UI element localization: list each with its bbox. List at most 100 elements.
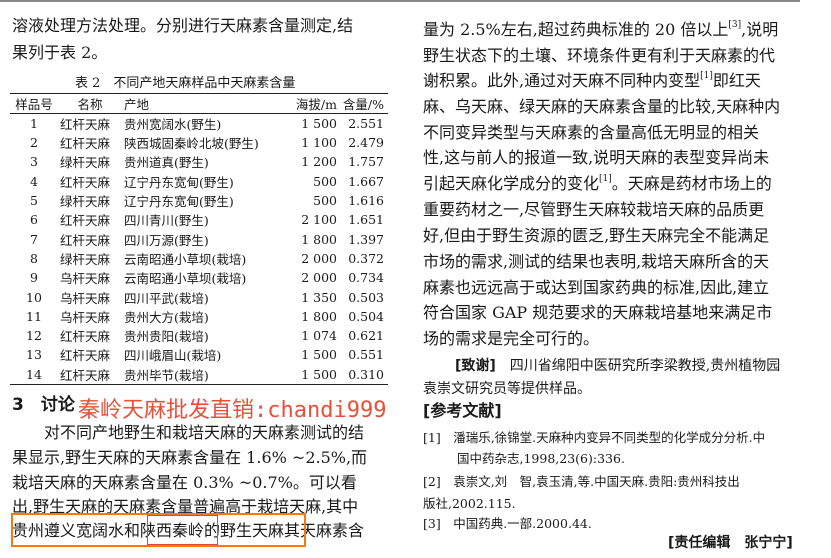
table-cell: 贵州贵阳(栽培) — [124, 329, 209, 345]
table-cell: 1 074 — [301, 328, 337, 344]
table-row: 11 乌杆天麻 贵州大方(栽培) 1 800 0.504 — [10, 307, 388, 326]
table-cell: 1.757 — [348, 154, 384, 170]
table-row: 14 红杆天麻 贵州毕节(栽培) 1 500 0.310 — [10, 365, 388, 385]
table-cell: 1.651 — [348, 212, 384, 228]
table-cell: 1 200 — [301, 154, 337, 170]
table-cell: 1.397 — [348, 231, 384, 247]
references-heading: [参考文献] — [423, 401, 502, 420]
table-cell: 四川峨眉山(栽培) — [124, 348, 222, 364]
table-row: 3 绿杆天麻 贵州道真(野生) 1 200 1.757 — [10, 152, 388, 171]
table-cell: 7 — [30, 231, 38, 247]
watermark: 秦岭天麻批发直销:chandi999 — [78, 398, 387, 423]
table-row: 12 红杆天麻 贵州贵阳(栽培) 1 074 0.621 — [10, 326, 388, 345]
reference-item: 版社,2002.115. — [423, 496, 516, 511]
intro-line: 溶液处理方法处理。分别进行天麻素含量测定,结 — [12, 16, 354, 35]
editor-credit: [责任编辑 张宁宁] — [668, 535, 793, 551]
table-row: 4 红杆天麻 辽宁丹东宽甸(野生) 500 1.667 — [10, 172, 388, 191]
table-row: 1 红杆天麻 贵州宽阔水(野生) 1 500 2.551 — [10, 114, 388, 134]
table-cell: 贵州宽阔水(野生) — [124, 117, 222, 132]
table-cell: 红杆天麻 — [60, 213, 111, 229]
table-cell: 红杆天麻 — [60, 329, 111, 345]
table-cell: 13 — [26, 347, 42, 363]
table-row: 13 红杆天麻 四川峨眉山(栽培) 1 500 0.551 — [10, 345, 388, 364]
body-line: 场的需求是完全可行的。 — [423, 329, 600, 348]
table-cell: 云南昭通小草坝(栽培) — [124, 251, 247, 267]
table-cell: 1 500 — [301, 366, 337, 382]
page-top-rule — [0, 0, 800, 2]
col-header: 样品号 — [10, 93, 58, 114]
table-cell: 3 — [30, 154, 38, 170]
table-cell: 10 — [26, 289, 42, 305]
table-cell: 6 — [30, 212, 38, 228]
table-cell: 辽宁丹东宽甸(野生) — [124, 174, 234, 190]
discussion-line: 果显示,野生天麻的天麻素含量在 1.6% ~2.5%,而 — [12, 448, 368, 467]
table-cell: 红杆天麻 — [60, 232, 111, 248]
section-heading: 3 讨论 — [12, 395, 75, 415]
reference-item: 国中药杂志,1998,23(6):336. — [457, 451, 625, 466]
table-cell: 0.372 — [348, 250, 384, 266]
table-row: 5 绿杆天麻 辽宁丹东宽甸(野生) 500 1.616 — [10, 191, 388, 210]
table-cell: 1 500 — [301, 116, 337, 131]
table-cell: 5 — [30, 193, 38, 209]
table-cell: 四川青川(野生) — [124, 213, 209, 229]
table-cell: 贵州道真(野生) — [124, 155, 209, 171]
table-cell: 1 800 — [301, 231, 337, 247]
body-line: 重要药材之一,尽管野生天麻较栽培天麻的品质更 — [423, 200, 765, 219]
table-cell: 乌杆天麻 — [60, 271, 111, 287]
col-header: 名称 — [58, 93, 122, 114]
table-row: 7 红杆天麻 四川万源(野生) 1 800 1.397 — [10, 229, 388, 248]
table-cell: 8 — [30, 250, 38, 266]
body-line: 性,这与前人的报道一致,说明天麻的表型变异尚未 — [423, 148, 770, 167]
table-cell: 1.616 — [348, 193, 384, 209]
content-table: 样品号 名称 产地 海拔/m 含量/% 1 红杆天麻 贵州宽阔水(野生) 1 500 2… — [10, 93, 388, 385]
table-cell: 贵州毕节(栽培) — [124, 367, 209, 383]
table-row: 6 红杆天麻 四川青川(野生) 2 100 1.651 — [10, 210, 388, 229]
reference-item: [1] 潘瑞乐,徐锦堂.天麻种内变异不同类型的化学成分分析.中 — [423, 430, 766, 445]
col-header: 含量/% — [339, 93, 388, 114]
table-cell: 四川万源(野生) — [124, 232, 209, 248]
table-cell: 陕西城固秦岭北坡(野生) — [124, 136, 259, 152]
table-cell: 500 — [313, 193, 337, 209]
acknowledgement: [致谢] 四川省绵阳中医研究所李梁教授,贵州植物园 — [455, 358, 781, 374]
highlight-box-outer — [11, 513, 306, 547]
table-cell: 1 100 — [301, 135, 337, 151]
col-header: 海拔/m — [277, 93, 339, 114]
body-line: 量为 2.5%左右,超过药典标准的 20 倍以上[3],说明 — [423, 20, 779, 39]
table-cell: 绿杆天麻 — [60, 251, 111, 267]
discussion-line: 栽培天麻的天麻素含量在 0.3% ~0.7%。可以看 — [12, 473, 357, 492]
table-cell: 绿杆天麻 — [60, 155, 111, 171]
table-cell: 乌杆天麻 — [60, 309, 111, 325]
table-cell: 1 500 — [301, 347, 337, 363]
table-cell: 红杆天麻 — [60, 348, 111, 364]
table-cell: 0.621 — [348, 328, 384, 344]
table-caption: 表 2 不同产地天麻样品中天麻素含量 — [75, 76, 296, 91]
table-cell: 0.734 — [348, 270, 384, 286]
body-line: 市场的需求,测试的结果也表明,栽培天麻所含的天 — [423, 252, 770, 271]
table-cell: 绿杆天麻 — [60, 194, 111, 210]
table-cell: 2 — [30, 135, 38, 151]
table-cell: 0.551 — [348, 347, 384, 363]
reference-item: [2] 袁崇文,刘 智,袁玉清,等.中国天麻.贵阳:贵州科技出 — [423, 474, 740, 489]
table-cell: 1.667 — [348, 173, 384, 189]
table-cell: 红杆天麻 — [60, 117, 111, 132]
table-cell: 红杆天麻 — [60, 174, 111, 190]
table-cell: 11 — [26, 308, 42, 324]
table-cell: 12 — [26, 328, 42, 344]
table-cell: 2 000 — [301, 250, 337, 266]
discussion-line: 贵州遵义宽阔水和陕西秦岭的野生天麻其天麻素含 — [12, 521, 365, 540]
table-cell: 2.551 — [348, 116, 384, 131]
table-cell: 0.503 — [348, 289, 384, 305]
table-cell: 四川平武(栽培) — [124, 290, 209, 306]
table-cell: 0.504 — [348, 308, 384, 324]
col-header: 产地 — [122, 93, 277, 114]
table-cell: 2.479 — [348, 135, 384, 151]
body-line: 谢积累。此外,通过对天麻不同种内变型[1]即红天 — [423, 71, 761, 90]
table-cell: 2 000 — [301, 270, 337, 286]
table-cell: 红杆天麻 — [60, 367, 111, 383]
table-row: 8 绿杆天麻 云南昭通小草坝(栽培) 2 000 0.372 — [10, 249, 388, 268]
table-cell: 1 800 — [301, 308, 337, 324]
table-cell: 云南昭通小草坝(栽培) — [124, 271, 247, 287]
intro-line: 果列于表 2。 — [12, 43, 108, 62]
body-line: 好,但由于野生资源的匮乏,野生天麻完全不能满足 — [423, 226, 770, 245]
table-cell: 贵州大方(栽培) — [124, 309, 209, 325]
